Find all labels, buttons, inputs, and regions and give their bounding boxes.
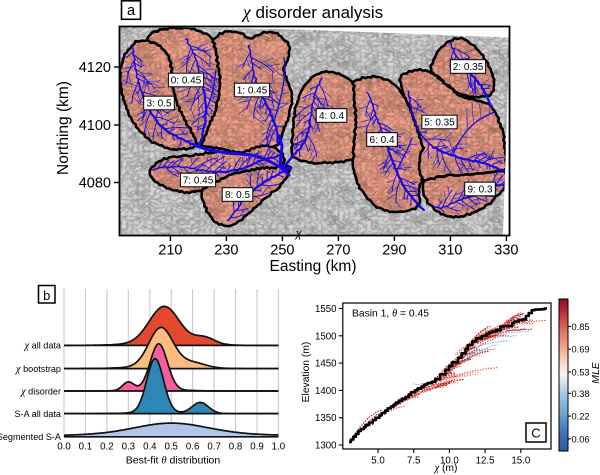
svg-text:a: a xyxy=(127,3,136,19)
svg-text:0.8: 0.8 xyxy=(229,442,242,453)
svg-text:χ disorder: χ disorder xyxy=(20,386,61,397)
svg-text:310: 310 xyxy=(438,243,462,259)
svg-text:Easting (km): Easting (km) xyxy=(270,258,357,275)
svg-text:0.6: 0.6 xyxy=(186,442,199,453)
svg-text:15.0: 15.0 xyxy=(511,456,530,467)
svg-text:b: b xyxy=(43,288,50,303)
svg-text:0.53: 0.53 xyxy=(572,368,590,378)
svg-text:0.22: 0.22 xyxy=(572,412,590,422)
svg-text:230: 230 xyxy=(214,243,238,259)
svg-text:7: 0.45: 7: 0.45 xyxy=(183,176,214,187)
svg-text:8: 0.5: 8: 0.5 xyxy=(225,190,250,201)
svg-text:Best-fit θ distribution: Best-fit θ distribution xyxy=(126,455,221,467)
svg-text:0.1: 0.1 xyxy=(79,442,92,453)
svg-text:10.0: 10.0 xyxy=(440,456,459,467)
svg-text:Basin 1, θ = 0.45: Basin 1, θ = 0.45 xyxy=(352,309,429,320)
svg-text:12.5: 12.5 xyxy=(476,456,495,467)
svg-text:4100: 4100 xyxy=(79,118,111,134)
svg-text:5: 0.35: 5: 0.35 xyxy=(424,118,455,129)
svg-text:6: 0.4: 6: 0.4 xyxy=(369,135,394,146)
svg-text:5.0: 5.0 xyxy=(371,456,385,467)
svg-text:C: C xyxy=(531,426,540,441)
svg-text:Segmented S-A: Segmented S-A xyxy=(0,432,62,442)
svg-text:0: 0.45: 0: 0.45 xyxy=(171,76,202,87)
svg-text:4120: 4120 xyxy=(79,60,111,76)
svg-text:1550: 1550 xyxy=(315,304,337,315)
svg-text:S-A all data: S-A all data xyxy=(14,409,61,419)
svg-text:MLE: MLE xyxy=(590,361,600,384)
svg-text:1350: 1350 xyxy=(315,413,337,424)
svg-text:0.85: 0.85 xyxy=(572,322,590,332)
svg-text:0.69: 0.69 xyxy=(572,345,590,355)
svg-text:χ bootstrap: χ bootstrap xyxy=(15,364,61,375)
svg-text:330: 330 xyxy=(494,243,518,259)
svg-text:0.38: 0.38 xyxy=(572,389,590,399)
svg-text:0.2: 0.2 xyxy=(100,442,113,453)
svg-text:1300: 1300 xyxy=(315,441,337,452)
svg-text:1450: 1450 xyxy=(315,359,337,370)
svg-text:0.5: 0.5 xyxy=(164,442,177,453)
svg-text:χ: χ xyxy=(295,228,303,240)
svg-text:χ all data: χ all data xyxy=(24,341,62,352)
svg-text:χ disorder analysis: χ disorder analysis xyxy=(241,2,383,22)
svg-text:9: 0.3: 9: 0.3 xyxy=(467,185,492,196)
svg-text:1: 0.45: 1: 0.45 xyxy=(237,86,268,97)
svg-text:290: 290 xyxy=(382,243,406,259)
svg-text:Elevation (m): Elevation (m) xyxy=(301,342,312,403)
svg-text:0.0: 0.0 xyxy=(57,442,71,453)
svg-text:3: 0.5: 3: 0.5 xyxy=(146,99,171,110)
svg-text:0.4: 0.4 xyxy=(143,442,157,453)
svg-text:7.5: 7.5 xyxy=(407,456,420,467)
svg-text:250: 250 xyxy=(270,243,294,259)
svg-text:Northing (km): Northing (km) xyxy=(55,81,72,175)
svg-text:1.0: 1.0 xyxy=(272,442,286,453)
svg-text:0.9: 0.9 xyxy=(250,442,263,453)
svg-text:1500: 1500 xyxy=(315,331,337,342)
svg-text:0.3: 0.3 xyxy=(122,442,135,453)
svg-text:0.06: 0.06 xyxy=(572,434,590,444)
svg-text:χ (m): χ (m) xyxy=(434,463,458,474)
svg-text:1400: 1400 xyxy=(315,386,337,397)
svg-text:210: 210 xyxy=(158,243,182,259)
svg-text:2: 0.35: 2: 0.35 xyxy=(453,62,484,73)
svg-text:4: 0.4: 4: 0.4 xyxy=(319,111,344,122)
svg-text:0.7: 0.7 xyxy=(207,442,220,453)
svg-text:270: 270 xyxy=(326,243,350,259)
svg-text:4080: 4080 xyxy=(79,176,111,192)
